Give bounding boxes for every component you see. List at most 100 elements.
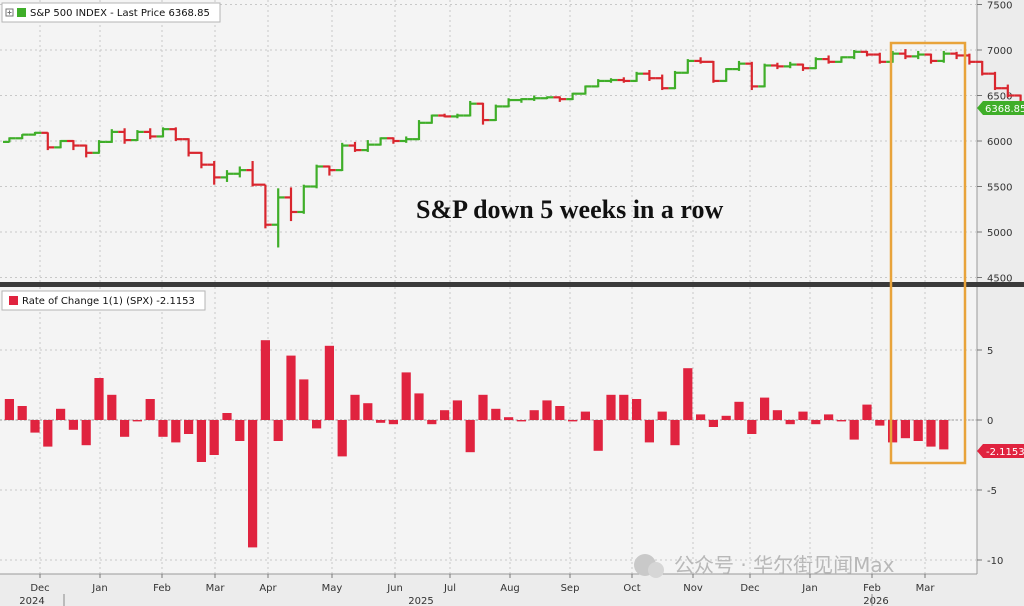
ohlc-bar: [143, 128, 157, 140]
roc-bar: [337, 420, 347, 457]
ohlc-bar: [259, 183, 272, 229]
ohlc-bar: [105, 129, 119, 144]
ohlc-bar: [297, 184, 311, 214]
x-year-label: 2025: [408, 596, 433, 606]
price-tick-label: 7000: [987, 46, 1012, 57]
roc-bar: [286, 355, 296, 420]
roc-last-value: -2.1153: [986, 447, 1024, 458]
roc-bar: [388, 420, 398, 425]
roc-bar: [94, 378, 104, 420]
roc-bar: [184, 420, 194, 434]
ohlc-bar: [796, 63, 810, 71]
price-tick-label: 7500: [987, 1, 1012, 12]
x-year-label: 2024: [19, 596, 44, 606]
roc-bar: [683, 368, 693, 420]
ohlc-bar: [835, 56, 848, 63]
ohlc-bar: [387, 137, 400, 144]
ohlc-bar: [732, 60, 746, 71]
roc-bar: [593, 420, 603, 451]
ohlc-bar: [911, 50, 925, 60]
roc-bar: [913, 420, 923, 441]
ohlc-bar: [924, 53, 938, 64]
ohlc-bar: [579, 85, 592, 95]
price-tick-label: 6000: [987, 137, 1012, 148]
roc-bar: [644, 420, 654, 443]
roc-legend-text: Rate of Change 1(1) (SPX) -2.1153: [22, 296, 195, 307]
x-tick-label: Dec: [740, 583, 759, 594]
x-tick-label: Nov: [683, 583, 703, 594]
x-tick-label: Sep: [561, 583, 580, 594]
ohlc-bar: [92, 140, 106, 154]
roc-bar: [120, 420, 130, 437]
roc-last-value-tag: -2.1153: [977, 444, 1024, 458]
x-tick-label: Mar: [916, 583, 936, 594]
roc-bar: [568, 420, 578, 422]
roc-bar: [363, 403, 373, 420]
ohlc-bar: [438, 113, 451, 118]
roc-bar: [376, 420, 386, 423]
ohlc-bar: [284, 187, 298, 222]
x-tick-label: Jul: [443, 583, 456, 594]
ohlc-bar: [591, 79, 605, 88]
price-last-value-tag: 6368.85: [977, 101, 1024, 115]
roc-tick-label: -5: [987, 486, 997, 497]
roc-bar: [555, 406, 565, 420]
watermark: 公众号 · 华尔街见闻Max: [634, 553, 895, 578]
ohlc-bar: [169, 127, 183, 141]
roc-bar: [785, 420, 795, 425]
roc-bar: [209, 420, 219, 455]
ohlc-bar: [361, 140, 375, 152]
ohlc-bar: [233, 166, 247, 178]
ohlc-bar: [527, 95, 541, 101]
roc-bar: [107, 394, 117, 420]
ohlc-bar: [655, 74, 669, 91]
roc-axis-ticks: 5 0 -5 -10: [977, 346, 1003, 567]
ohlc-bar: [118, 128, 131, 144]
roc-bar: [312, 420, 322, 429]
ohlc-bar: [41, 131, 55, 151]
roc-tick-label: 5: [987, 346, 993, 357]
roc-bar: [926, 420, 936, 447]
ohlc-bar: [758, 63, 771, 88]
x-tick-label: Aug: [500, 583, 520, 594]
roc-bar: [260, 340, 270, 420]
x-tick-label: Dec: [30, 583, 49, 594]
price-panel: [0, 0, 977, 282]
roc-bar: [4, 399, 14, 420]
price-tick-label: 4500: [987, 274, 1012, 285]
ohlc-bar: [566, 92, 579, 101]
ohlc-bar: [3, 137, 16, 144]
roc-bar: [798, 411, 808, 420]
roc-bar: [619, 394, 629, 420]
roc-bar: [273, 420, 283, 441]
ohlc-bar: [553, 96, 567, 102]
price-legend: S&P 500 INDEX - Last Price 6368.85: [1, 2, 221, 23]
ohlc-bar: [668, 70, 682, 90]
price-axis-ticks: 7500 7000 6500 6000 5500 5000 4500: [977, 1, 1012, 285]
price-tick-label: 5000: [987, 228, 1012, 239]
ohlc-bar: [809, 57, 823, 70]
roc-bar: [68, 420, 78, 430]
x-tick-label: Oct: [623, 583, 640, 594]
roc-bar: [452, 400, 462, 420]
roc-bar: [862, 404, 872, 420]
ohlc-bar: [54, 139, 67, 149]
ohlc-bar: [745, 61, 759, 91]
ohlc-bar: [988, 71, 1002, 91]
ohlc-bar: [451, 113, 464, 119]
ohlc-bar: [195, 151, 208, 169]
roc-bar: [824, 414, 834, 420]
ohlc-bar: [783, 61, 797, 69]
ohlc-bar: [489, 104, 503, 122]
roc-bar: [721, 415, 731, 420]
roc-bar: [529, 410, 539, 420]
roc-bar: [324, 345, 334, 420]
price-tick-label: 6500: [987, 92, 1012, 103]
ohlc-bar: [28, 131, 42, 136]
x-tick-label: May: [322, 583, 343, 594]
ohlc-bar: [207, 161, 221, 185]
roc-bar: [939, 420, 949, 450]
ohlc-bar: [156, 127, 170, 138]
roc-bar: [670, 420, 680, 446]
x-axis: Dec Jan Feb Mar Apr May Jun Jul Aug Sep Oct Nov Dec J…: [0, 573, 1024, 606]
